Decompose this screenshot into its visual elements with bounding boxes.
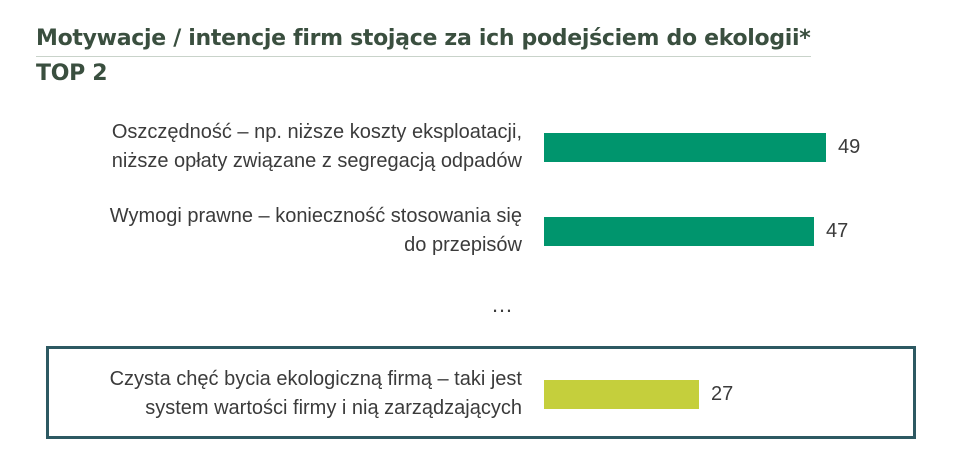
category-label-line: niższe opłaty związane z segregacją odpa… [111, 150, 522, 172]
chart-title: Motywacje / intencje firm stojące za ich… [36, 22, 811, 91]
data-label: 27 [711, 383, 734, 405]
category-label: Wymogi prawne – konieczność stosowania s… [110, 202, 522, 260]
chart-title-line-1: Motywacje / intencje firm stojące za ich… [36, 22, 811, 57]
category-label-line: Wymogi prawne – konieczność stosowania s… [109, 205, 522, 227]
category-label-line: Czysta chęć bycia ekologiczną firmą – ta… [109, 368, 522, 390]
data-label: 47 [826, 220, 849, 242]
omitted-items-ellipsis: … [491, 292, 516, 317]
category-label-line: system wartości firmy i nią zarządzający… [145, 397, 522, 419]
category-label: Czysta chęć bycia ekologiczną firmą – ta… [110, 365, 522, 423]
category-label-line: do przepisów [404, 234, 522, 256]
category-label-line: Oszczędność – np. niższe koszty eksploat… [111, 121, 522, 143]
bar [544, 217, 814, 246]
bar [544, 133, 826, 162]
bar-highlighted [544, 380, 699, 409]
data-label: 49 [838, 136, 861, 158]
chart-title-line-2: TOP 2 [36, 61, 108, 86]
category-label: Oszczędność – np. niższe koszty eksploat… [112, 118, 522, 176]
highlight-box [46, 346, 916, 439]
